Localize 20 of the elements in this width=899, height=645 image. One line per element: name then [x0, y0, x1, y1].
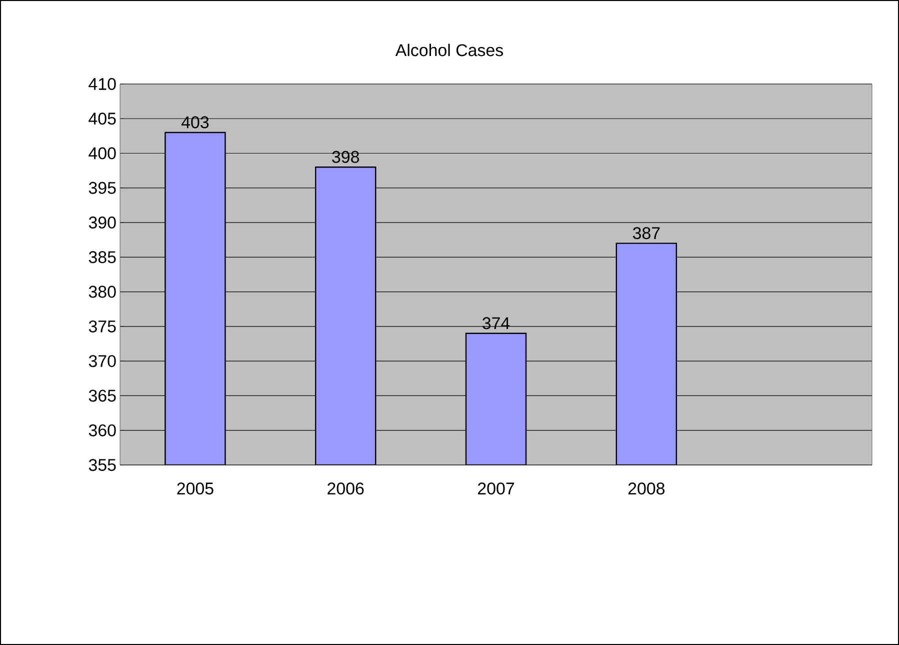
- y-tick-label: 375: [88, 320, 116, 332]
- data-label: 387: [632, 227, 660, 240]
- data-label: 403: [181, 116, 209, 128]
- x-tick-label: 2006: [328, 482, 364, 494]
- y-tick-label: 370: [88, 355, 116, 368]
- y-tick-label: 385: [88, 251, 116, 264]
- y-tick-label: 400: [88, 147, 116, 160]
- x-tick-label: 2007: [478, 482, 514, 494]
- x-tick-label: 2008: [628, 482, 665, 494]
- y-tick-label: 395: [88, 182, 116, 194]
- chart-title: Alcohol Cases: [395, 44, 503, 56]
- x-tick-label: 2005: [177, 482, 214, 494]
- y-tick-label: 410: [88, 78, 116, 90]
- data-label: 398: [332, 150, 359, 163]
- y-tick-label: 380: [88, 286, 116, 298]
- y-tick-label: 365: [88, 390, 116, 402]
- y-tick-label: 355: [88, 458, 116, 471]
- y-tick-label: 390: [88, 216, 116, 229]
- y-tick-label: 405: [88, 112, 116, 125]
- y-tick-label: 360: [88, 424, 116, 436]
